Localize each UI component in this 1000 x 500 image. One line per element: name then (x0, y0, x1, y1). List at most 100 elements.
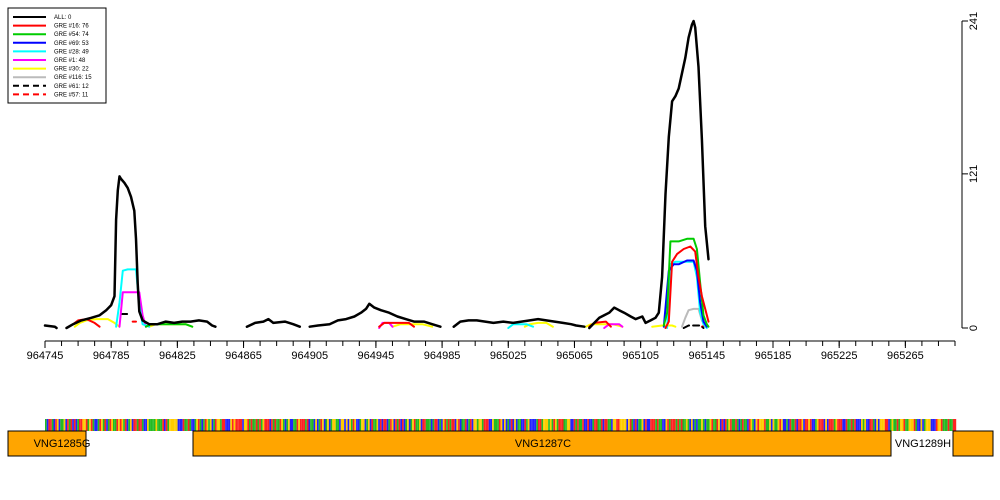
sequence-base (141, 419, 144, 431)
sequence-base (560, 419, 562, 431)
series-line (588, 19, 710, 330)
sequence-base (597, 419, 600, 431)
gene-label: VNG1285G (34, 438, 91, 450)
sequence-base (226, 419, 229, 431)
sequence-base (504, 419, 506, 431)
series-line (507, 323, 535, 329)
sequence-base (99, 419, 102, 431)
sequence-base (366, 419, 368, 431)
sequence-base (784, 419, 787, 431)
sequence-base (706, 419, 708, 431)
sequence-base (908, 419, 911, 431)
sequence-base (852, 419, 855, 431)
sequence-base (810, 419, 812, 431)
x-tick-label: 965185 (755, 350, 792, 362)
sequence-base (757, 419, 759, 431)
sequence-base (174, 419, 176, 431)
sequence-base (264, 419, 266, 431)
sequence-base (685, 419, 688, 431)
sequence-base (90, 419, 93, 431)
sequence-base (274, 419, 277, 431)
sequence-base (932, 419, 935, 431)
sequence-base (657, 419, 659, 431)
sequence-base (65, 419, 68, 431)
sequence-base (51, 419, 54, 431)
legend: ALL: 0 GRE #16: 76 GRE #54: 74 GRE #69: 53 G… (7, 7, 107, 104)
sequence-base (172, 419, 175, 431)
sequence-base (648, 419, 651, 431)
sequence-base (599, 419, 601, 431)
sequence-base (97, 419, 100, 431)
sequence-base (247, 419, 249, 431)
sequence-base (937, 419, 940, 431)
sequence-base (633, 419, 635, 431)
sequence-base (339, 419, 341, 431)
series-line (452, 317, 586, 328)
sequence-base (821, 419, 824, 431)
sequence-base (702, 419, 705, 431)
sequence-base (781, 419, 783, 431)
sequence-base (223, 419, 226, 431)
sequence-base (284, 419, 287, 431)
sequence-base (257, 419, 260, 431)
sequence-base (102, 419, 105, 431)
sequence-base (362, 419, 365, 431)
sequence-base (147, 419, 149, 431)
sequence-base (512, 419, 515, 431)
sequence-base (371, 419, 374, 431)
sequence-base (318, 419, 321, 431)
sequence-base (240, 419, 243, 431)
sequence-base (769, 419, 771, 431)
sequence-base (116, 419, 119, 431)
sequence-base (923, 419, 926, 431)
sequence-base (186, 419, 188, 431)
sequence-base (390, 419, 392, 431)
sequence-base (641, 419, 644, 431)
x-tick-label: 965145 (688, 350, 725, 362)
sequence-base (794, 419, 797, 431)
sequence-base (447, 419, 450, 431)
sequence-base (883, 419, 885, 431)
sequence-base (305, 419, 307, 431)
sequence-base (663, 419, 666, 431)
sequence-base (806, 419, 809, 431)
sequence-base (522, 419, 525, 431)
sequence-base (886, 419, 889, 431)
gene-block (192, 430, 892, 457)
sequence-base (896, 419, 899, 431)
sequence-base (454, 419, 457, 431)
sequence-base (215, 419, 217, 431)
sequence-base (113, 419, 115, 431)
sequence-base (169, 419, 171, 431)
series-0 (43, 19, 710, 330)
sequence-base (638, 419, 640, 431)
sequence-base (153, 419, 156, 431)
sequence-base (368, 419, 370, 431)
sequence-base (167, 419, 170, 431)
sequence-base (736, 419, 739, 431)
y-tick-label: 121 (968, 165, 980, 183)
sequence-base (191, 419, 193, 431)
sequence-base (825, 419, 827, 431)
sequence-base (313, 419, 316, 431)
sequence-base (279, 419, 282, 431)
sequence-base (495, 419, 498, 431)
sequence-base (155, 419, 158, 431)
legend-label: GRE #57: 11 (54, 92, 89, 98)
series-4 (115, 260, 708, 329)
sequence-base (577, 419, 579, 431)
sequence-base (502, 419, 504, 431)
sequence-base (430, 419, 433, 431)
sequence-base (286, 419, 289, 431)
sequence-base (351, 419, 353, 431)
sequence-base (340, 419, 343, 431)
sequence-base (459, 419, 462, 431)
sequence-base (165, 419, 168, 431)
sequence-base (393, 419, 396, 431)
sequence-base (672, 419, 674, 431)
sequence-base (563, 419, 566, 431)
sequence-base (602, 419, 605, 431)
sequence-base (719, 419, 722, 431)
sequence-base (357, 419, 360, 431)
sequence-base (517, 419, 520, 431)
